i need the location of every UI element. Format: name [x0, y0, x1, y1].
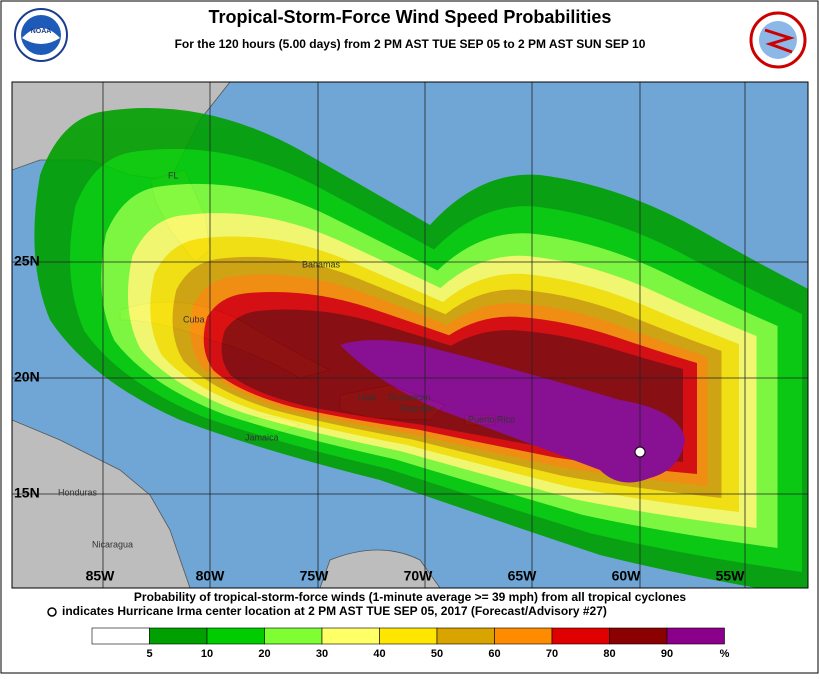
place-label: Haiti: [358, 392, 376, 402]
caption: indicates Hurricane Irma center location…: [62, 604, 607, 618]
place-label: Honduras: [58, 487, 98, 497]
legend-swatch: [91, 627, 150, 645]
legend-label: 5: [146, 648, 152, 660]
irma-center: [634, 446, 646, 458]
lon-label: 70W: [404, 568, 434, 584]
lon-label: 80W: [196, 568, 226, 584]
legend-swatch: [494, 627, 553, 645]
lat-label: 20N: [14, 369, 40, 385]
lon-label: 55W: [716, 568, 746, 584]
place-label: Cuba: [183, 314, 205, 324]
lon-label: 85W: [86, 568, 116, 584]
legend-swatch: [379, 627, 438, 645]
legend-swatch: [264, 627, 323, 645]
place-label: Jamaica: [245, 432, 279, 442]
legend-label: 70: [546, 648, 558, 660]
legend-swatch: [609, 627, 668, 645]
legend-swatch: [551, 627, 610, 645]
title: Tropical-Storm-Force Wind Speed Probabil…: [209, 7, 612, 27]
legend-swatch: [206, 627, 265, 645]
lon-label: 60W: [612, 568, 642, 584]
caption: Probability of tropical-storm-force wind…: [134, 590, 686, 604]
lat-label: 15N: [14, 485, 40, 501]
place-label: Republic: [400, 403, 436, 413]
place-label: Nicaragua: [92, 539, 133, 549]
legend-label: 10: [201, 648, 213, 660]
legend-label: 90: [661, 648, 673, 660]
legend-label: 50: [431, 648, 443, 660]
svg-text:NOAA: NOAA: [31, 28, 52, 35]
map: FL Bahamas Cuba Haiti Dominican Republic…: [12, 82, 808, 588]
legend: 5 10 20 30 40 50 60 70 80 90%: [91, 627, 730, 660]
legend-label: %: [720, 648, 730, 660]
legend-swatch: [149, 627, 208, 645]
noaa-logo: NOAA: [14, 8, 68, 62]
probability-bands: [34, 107, 808, 588]
lon-label: 65W: [508, 568, 538, 584]
nws-logo: [749, 11, 807, 69]
legend-swatch: [666, 627, 725, 645]
legend-swatch: [321, 627, 380, 645]
legend-label: 30: [316, 648, 328, 660]
map-border: [11, 81, 809, 589]
place-label: Bahamas: [302, 259, 341, 269]
subtitle: For the 120 hours (5.00 days) from 2 PM …: [175, 37, 646, 51]
legend-label: 40: [373, 648, 385, 660]
legend-swatch: [436, 627, 495, 645]
band-90: [340, 340, 685, 483]
place-label: Dominican: [388, 392, 431, 402]
legend-label: 80: [603, 648, 615, 660]
place-label: Puerto Rico: [468, 414, 515, 424]
grid: [12, 82, 808, 588]
legend-label: 20: [258, 648, 270, 660]
legend-label: 60: [488, 648, 500, 660]
place-label: FL: [168, 170, 179, 180]
lat-label: 25N: [14, 253, 40, 269]
center-symbol: [47, 607, 57, 617]
lon-label: 75W: [300, 568, 330, 584]
